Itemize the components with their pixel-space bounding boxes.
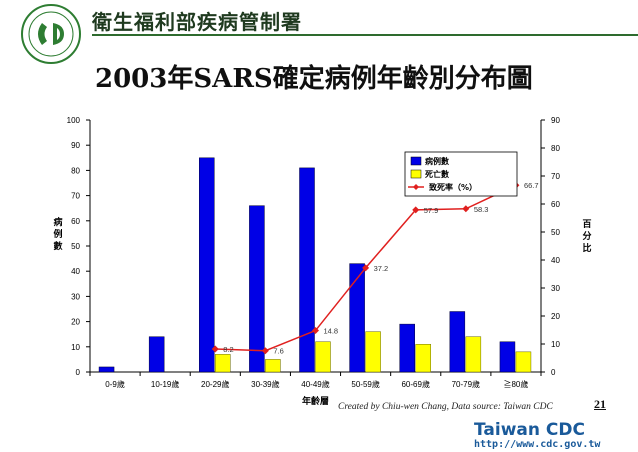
x-tick-label: 40-49歲	[301, 379, 329, 389]
x-tick-label: 30-39歲	[251, 379, 279, 389]
left-tick-label: 30	[71, 292, 80, 301]
fatality-data-label: 66.7	[524, 181, 539, 190]
right-tick-label: 90	[551, 116, 560, 125]
left-tick-label: 90	[71, 141, 80, 150]
x-tick-label: ≧80歲	[503, 379, 528, 389]
legend-case-label: 病例數	[425, 156, 449, 166]
fatality-rate-point	[412, 206, 420, 214]
x-tick-label: 10-19歲	[151, 379, 179, 389]
right-tick-label: 70	[551, 172, 560, 181]
left-tick-label: 80	[71, 166, 80, 175]
cdc-logo-icon	[21, 4, 81, 64]
slide-title: 2003年SARS確定病例年齡別分布圖	[95, 64, 533, 94]
right-tick-label: 60	[551, 200, 560, 209]
fatality-rate-point	[312, 327, 319, 335]
death-bar	[415, 344, 431, 373]
case-bar	[499, 341, 516, 373]
x-tick-label: 50-59歲	[351, 379, 379, 389]
x-tick-label: 60-69歲	[401, 379, 429, 389]
age-distribution-chart: 0 10 20 30 40 50 60 70 80 90 100 0 10 20 30 40 50 60 70 80 9…	[53, 116, 591, 407]
legend-fatality-marker	[413, 184, 419, 190]
case-bar	[249, 205, 265, 373]
fatality-rate-point	[362, 264, 370, 272]
death-bar	[215, 354, 231, 373]
death-bar	[265, 359, 281, 373]
fatality-data-label: 8.2	[223, 345, 233, 354]
fatality-rate-point	[462, 205, 470, 213]
left-axis-title: 病例數	[53, 216, 63, 252]
case-bar	[449, 311, 466, 373]
case-bar	[199, 157, 215, 373]
legend-fatality-label: 致死率（%）	[429, 182, 477, 192]
fatality-data-label: 7.6	[273, 347, 283, 356]
right-tick-label: 50	[551, 228, 560, 237]
left-tick-label: 50	[71, 242, 80, 251]
fatality-data-label: 58.3	[474, 205, 489, 214]
death-bar	[315, 341, 331, 373]
case-bar	[299, 167, 315, 373]
right-axis-title: 百分比	[582, 219, 591, 254]
x-tick-label: 20-29歲	[201, 379, 229, 389]
death-bar	[365, 331, 381, 373]
left-tick-label: 60	[71, 217, 80, 226]
left-tick-label: 10	[71, 343, 80, 352]
page-number: 21	[594, 397, 606, 411]
organization-name: 衛生福利部疾病管制署	[92, 10, 302, 34]
left-tick-label: 70	[71, 192, 80, 201]
website-url[interactable]: http://www.cdc.gov.tw	[474, 439, 601, 450]
x-axis-title: 年齡層	[302, 395, 329, 407]
fatality-rate-point	[211, 345, 219, 353]
fatality-rate-point	[261, 347, 269, 355]
fatality-data-label: 14.8	[324, 327, 339, 336]
legend-case-swatch	[410, 156, 422, 166]
taiwan-cdc-brand: Taiwan CDC	[474, 420, 585, 440]
header-band: 衛生福利部疾病管制署	[0, 0, 638, 64]
right-tick-label: 80	[551, 144, 560, 153]
fatality-data-label: 57.9	[424, 206, 439, 215]
case-bar	[98, 366, 115, 373]
x-tick-label: 70-79歲	[452, 379, 480, 389]
right-tick-label: 0	[551, 368, 556, 377]
right-tick-label: 40	[551, 256, 560, 265]
case-bar	[148, 336, 165, 373]
case-bar	[399, 323, 415, 373]
right-tick-label: 30	[551, 284, 560, 293]
fatality-data-label: 37.2	[374, 264, 389, 273]
x-tick-label: 0-9歲	[105, 379, 125, 389]
death-bar	[515, 351, 532, 373]
left-tick-label: 100	[67, 116, 81, 125]
left-tick-label: 0	[76, 368, 81, 377]
legend-death-swatch	[410, 169, 422, 179]
case-bar	[349, 263, 365, 373]
left-tick-label: 20	[71, 318, 80, 327]
death-bar	[465, 336, 482, 373]
legend-box	[404, 151, 518, 197]
right-tick-label: 20	[551, 312, 560, 321]
right-tick-label: 10	[551, 340, 560, 349]
legend-death-label: 死亡數	[424, 169, 449, 179]
left-tick-label: 40	[71, 267, 80, 276]
credit-text: Created by Chiu-wen Chang, Data source: …	[338, 402, 553, 412]
header-divider	[92, 34, 638, 36]
